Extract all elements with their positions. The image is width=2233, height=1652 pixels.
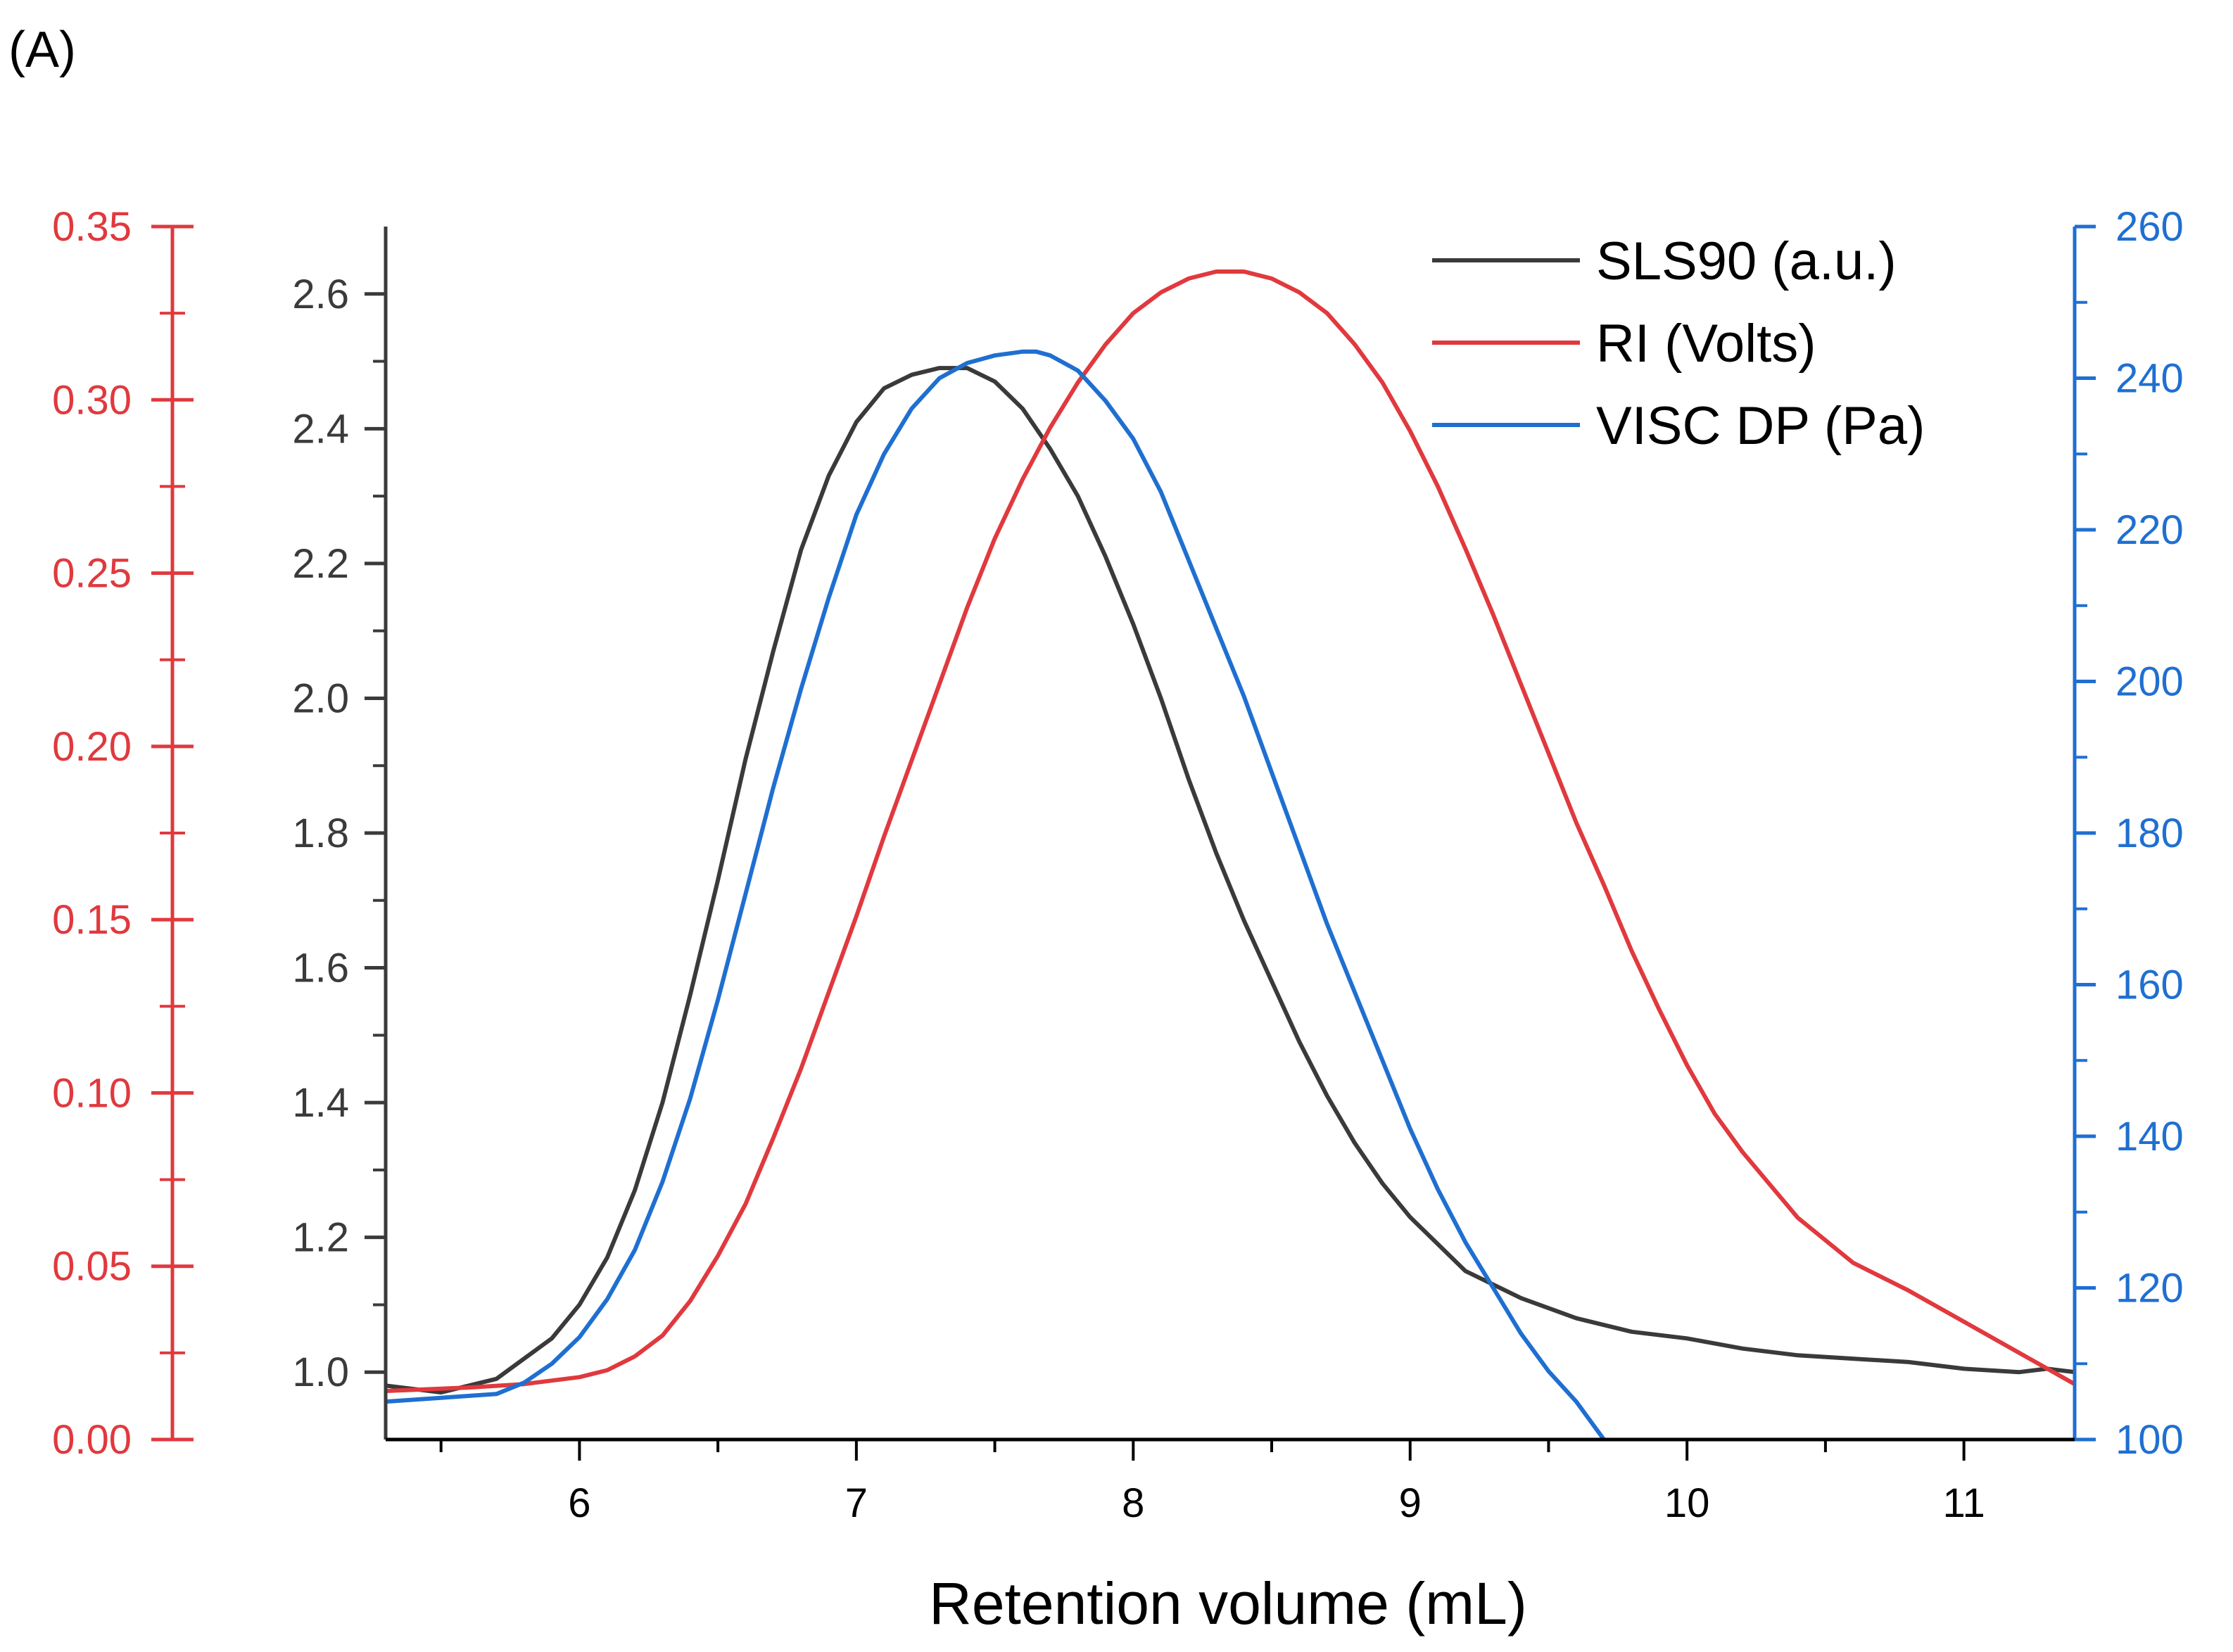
ri-tick-label: 0.05 <box>52 1244 132 1290</box>
sls-tick-label: 1.0 <box>292 1349 349 1395</box>
visc-tick-label: 100 <box>2115 1417 2184 1463</box>
series-line-visc <box>386 349 1609 1440</box>
sls-tick-label: 2.6 <box>292 272 349 317</box>
visc-tick-label: 220 <box>2115 507 2184 553</box>
x-tick-label: 7 <box>845 1480 868 1526</box>
series-line-ri <box>386 269 2075 1393</box>
x-tick-label: 10 <box>1664 1480 1710 1526</box>
ri-tick-label: 0.25 <box>52 551 132 597</box>
x-axis: 6 7 8 9 10 11 <box>386 1437 2075 1526</box>
visc-tick-label: 200 <box>2115 659 2184 705</box>
ri-tick-label: 0.10 <box>52 1070 132 1116</box>
legend-label-sls: SLS90 (a.u.) <box>1596 231 1897 291</box>
x-tick-label: 8 <box>1122 1480 1144 1526</box>
x-tick-label: 11 <box>1943 1480 1985 1526</box>
sls-axis: 1.0 1.2 1.4 1.6 1.8 2.0 2.2 2.4 2.6 <box>292 227 388 1440</box>
ri-tick-label: 0.20 <box>52 724 132 770</box>
ri-tick-label: 0.35 <box>52 204 132 250</box>
x-axis-title: Retention volume (mL) <box>929 1570 1527 1637</box>
legend-label-ri: RI (Volts) <box>1596 314 1816 374</box>
sls-tick-label: 2.4 <box>292 406 349 452</box>
sls-tick-label: 1.4 <box>292 1080 349 1126</box>
ri-axis: 0.00 0.05 0.10 0.15 0.20 0.25 0.30 0.35 <box>52 204 194 1463</box>
visc-tick-label: 140 <box>2115 1114 2184 1159</box>
visc-tick-label: 240 <box>2115 356 2184 402</box>
ri-tick-label: 0.00 <box>52 1417 132 1463</box>
plot-lines <box>386 269 2075 1440</box>
visc-tick-label: 120 <box>2115 1266 2184 1311</box>
sls-tick-label: 1.8 <box>292 811 349 856</box>
visc-axis: 100 120 140 160 180 200 220 240 260 <box>2073 204 2184 1463</box>
sls-tick-label: 1.2 <box>292 1215 349 1261</box>
visc-tick-label: 260 <box>2115 204 2184 250</box>
series-line-sls <box>386 366 2075 1394</box>
panel-label: (A) <box>8 22 76 78</box>
sls-tick-label: 1.6 <box>292 946 349 991</box>
ri-tick-label: 0.30 <box>52 377 132 423</box>
x-tick-label: 6 <box>568 1480 590 1526</box>
visc-tick-label: 160 <box>2115 962 2184 1008</box>
legend-label-visc: VISC DP (Pa) <box>1596 396 1925 456</box>
sls-tick-label: 2.2 <box>292 541 349 587</box>
legend: SLS90 (a.u.) RI (Volts) VISC DP (Pa) <box>1432 231 1925 456</box>
visc-tick-label: 180 <box>2115 811 2184 856</box>
x-tick-label: 9 <box>1399 1480 1422 1526</box>
sls-tick-label: 2.0 <box>292 675 349 721</box>
ri-tick-label: 0.15 <box>52 897 132 943</box>
